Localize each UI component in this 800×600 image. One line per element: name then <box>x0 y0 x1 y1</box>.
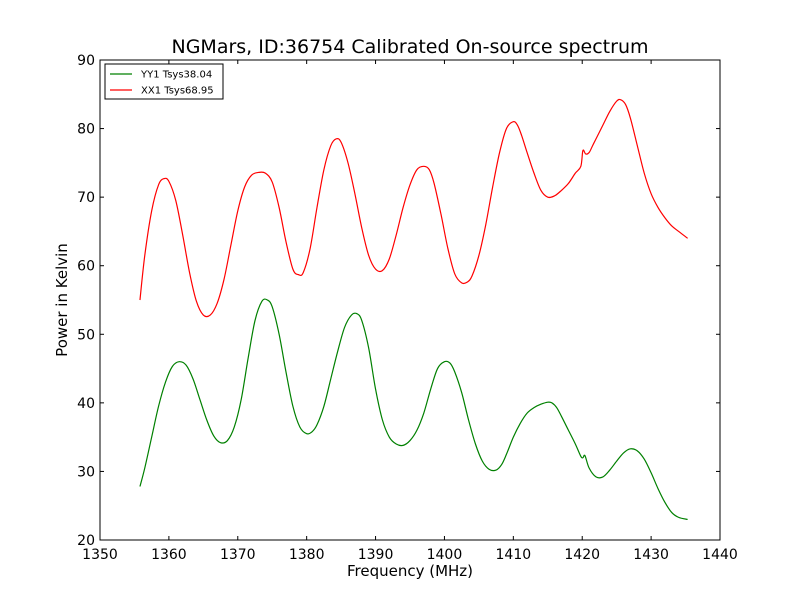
x-tick-label: 1390 <box>358 547 394 563</box>
y-tick-label: 70 <box>77 190 95 206</box>
series-line-1 <box>139 98 688 318</box>
legend: YY1 Tsys38.04 XX1 Tsys68.95 <box>104 63 224 100</box>
x-tick-label: 1420 <box>564 547 600 563</box>
chart-title: NGMars, ID:36754 Calibrated On-source sp… <box>172 36 649 58</box>
y-tick-label: 60 <box>77 259 95 275</box>
legend-label-1: XX1 Tsys68.95 <box>141 86 214 97</box>
y-tick-label: 20 <box>77 533 95 549</box>
x-axis-label: Frequency (MHz) <box>347 562 473 580</box>
x-tick-label: 1410 <box>496 547 532 563</box>
x-tick-label: 1360 <box>151 547 187 563</box>
x-tick-label: 1400 <box>427 547 463 563</box>
plot-frame <box>99 59 721 541</box>
y-tick-label: 90 <box>77 53 95 69</box>
legend-box <box>104 63 224 100</box>
x-tick-label: 1380 <box>289 547 325 563</box>
y-tick-label: 40 <box>77 396 95 412</box>
x-tick-label: 1370 <box>220 547 256 563</box>
y-tick-label: 50 <box>77 327 95 343</box>
x-tick-label: 1350 <box>82 547 118 563</box>
plot-area <box>100 60 720 540</box>
y-tick-label: 30 <box>77 464 95 480</box>
y-tick-label: 80 <box>77 122 95 138</box>
axis-ticks: 1350 1360 1370 1380 1390 1400 1410 1420 1430 1440… <box>77 53 738 563</box>
x-tick-label: 1440 <box>702 547 738 563</box>
legend-label-0: YY1 Tsys38.04 <box>140 70 212 81</box>
x-tick-label: 1430 <box>633 547 669 563</box>
y-axis-label: Power in Kelvin <box>53 243 71 357</box>
series-lines <box>139 98 688 521</box>
series-line-0 <box>139 298 688 521</box>
